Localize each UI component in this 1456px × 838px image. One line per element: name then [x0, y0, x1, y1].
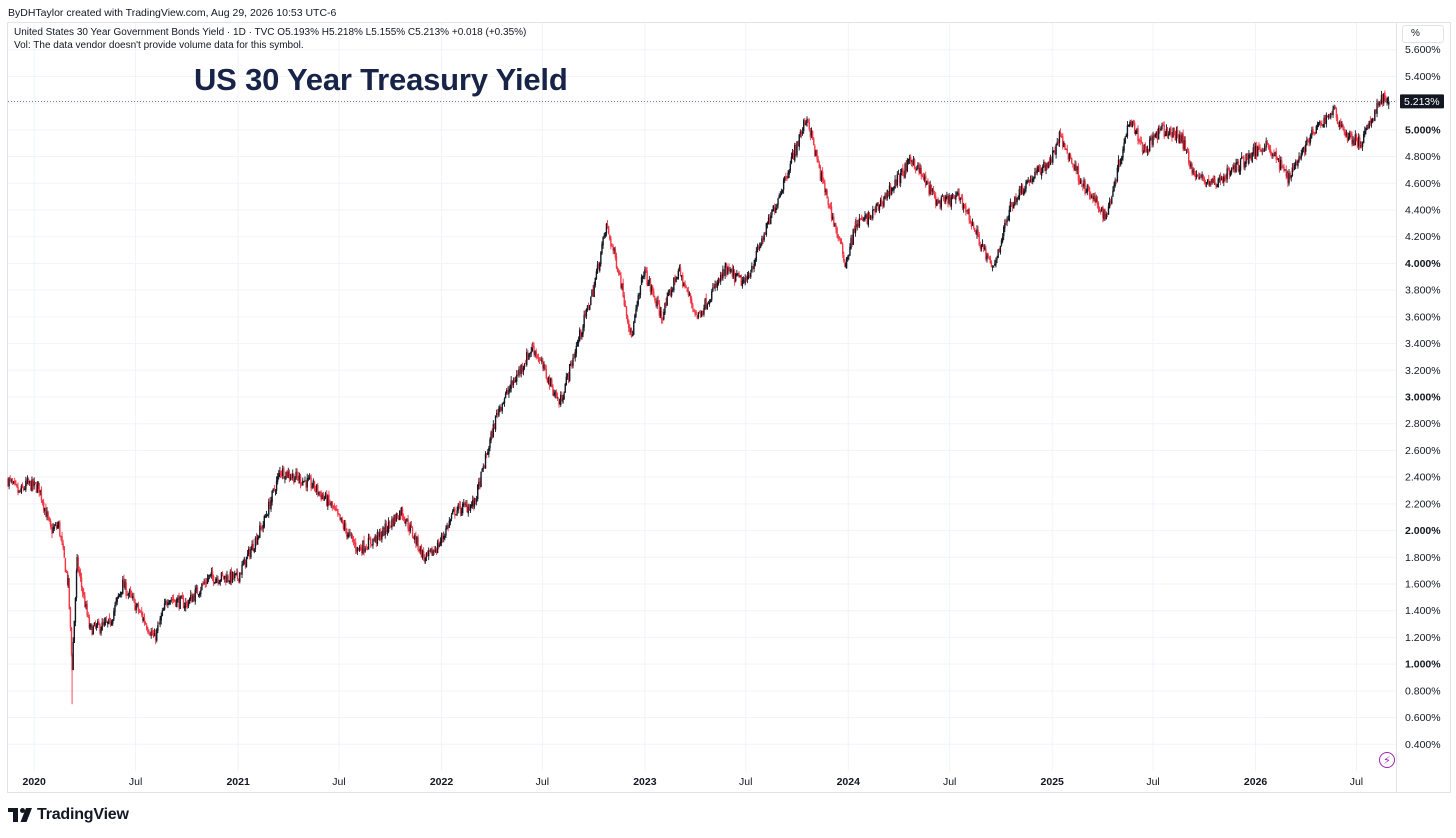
- x-tick-label: Jul: [739, 776, 752, 788]
- y-tick-label: 4.200%: [1405, 231, 1441, 243]
- x-tick-label: Jul: [536, 776, 549, 788]
- x-tick-label: Jul: [1146, 776, 1159, 788]
- y-tick-label: 2.000%: [1405, 525, 1441, 537]
- x-tick-label: Jul: [332, 776, 345, 788]
- y-tick-label: 3.400%: [1405, 338, 1441, 350]
- y-tick-label: 1.200%: [1405, 632, 1441, 644]
- last-price-label: 5.213%: [1404, 96, 1440, 108]
- y-tick-label: 4.800%: [1405, 151, 1441, 163]
- y-tick-label: 2.200%: [1405, 498, 1441, 510]
- x-tick-label: Jul: [943, 776, 956, 788]
- chart-credit: ByDHTaylor created with TradingView.com,…: [8, 7, 337, 19]
- y-tick-label: 4.000%: [1405, 258, 1441, 270]
- y-tick-label: 3.200%: [1405, 365, 1441, 377]
- y-tick-label: 3.000%: [1405, 392, 1441, 404]
- y-tick-label: 1.400%: [1405, 605, 1441, 617]
- x-tick-label: Jul: [129, 776, 142, 788]
- x-tick-label: 2022: [430, 776, 454, 788]
- y-tick-label: 5.600%: [1405, 44, 1441, 56]
- y-tick-label: 0.800%: [1405, 685, 1441, 697]
- volume-notice: Vol: The data vendor doesn't provide vol…: [14, 40, 304, 51]
- y-tick-label: 3.800%: [1405, 285, 1441, 297]
- x-tick-label: 2025: [1041, 776, 1065, 788]
- x-tick-label: Jul: [1350, 776, 1363, 788]
- x-tick-label: 2023: [633, 776, 657, 788]
- x-tick-label: 2026: [1244, 776, 1268, 788]
- symbol-legend: United States 30 Year Government Bonds Y…: [14, 27, 527, 38]
- chart-title: US 30 Year Treasury Yield: [194, 62, 568, 97]
- y-tick-label: 4.400%: [1405, 205, 1441, 217]
- price-scale[interactable]: [1397, 22, 1451, 793]
- y-tick-label: 5.000%: [1405, 124, 1441, 136]
- y-tick-label: 5.400%: [1405, 71, 1441, 83]
- brand[interactable]: TradingView: [8, 804, 129, 826]
- y-tick-label: 1.000%: [1405, 659, 1441, 671]
- percent-scale-button[interactable]: %: [1402, 25, 1444, 43]
- y-tick-label: 0.600%: [1405, 712, 1441, 724]
- y-tick-label: 1.600%: [1405, 579, 1441, 591]
- y-tick-label: 1.800%: [1405, 552, 1441, 564]
- x-tick-label: 2021: [226, 776, 250, 788]
- last-price-badge: [1400, 94, 1444, 109]
- x-tick-label: 2020: [23, 776, 47, 788]
- y-tick-label: 3.600%: [1405, 311, 1441, 323]
- y-tick-label: 2.800%: [1405, 418, 1441, 430]
- tradingview-logo-icon: [8, 808, 32, 822]
- y-tick-label: 0.400%: [1405, 739, 1441, 751]
- y-tick-label: 2.400%: [1405, 472, 1441, 484]
- lightning-bolt-icon[interactable]: ⚡: [1379, 752, 1395, 768]
- y-tick-label: 4.600%: [1405, 178, 1441, 190]
- brand-name: TradingView: [37, 806, 129, 823]
- y-tick-label: 2.600%: [1405, 445, 1441, 457]
- x-tick-label: 2024: [837, 776, 861, 788]
